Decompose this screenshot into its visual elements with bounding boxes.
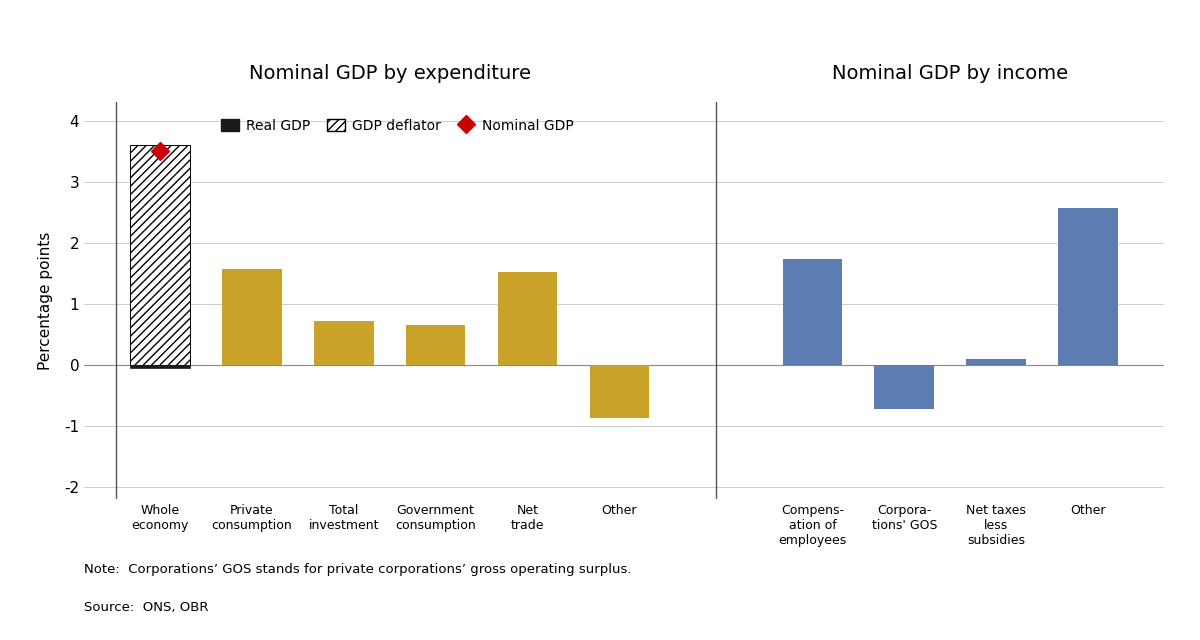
Bar [782,259,842,365]
Text: Note:  Corporations’ GOS stands for private corporations’ gross operating surplu: Note: Corporations’ GOS stands for priva… [84,563,631,576]
Bar [1058,208,1118,365]
Bar [313,321,373,365]
Y-axis label: Percentage points: Percentage points [38,232,53,370]
Bar [966,360,1026,365]
Legend: Real GDP, GDP deflator, Nominal GDP: Real GDP, GDP deflator, Nominal GDP [215,113,580,138]
Bar [222,269,282,365]
Bar [498,272,557,365]
Bar [130,145,190,365]
Bar [130,365,190,368]
Text: Nominal GDP by income: Nominal GDP by income [833,64,1068,83]
Bar [589,365,649,418]
Text: Source:  ONS, OBR: Source: ONS, OBR [84,602,209,614]
Text: Nominal GDP by expenditure: Nominal GDP by expenditure [248,64,530,83]
Bar [875,365,935,409]
Bar [406,325,466,365]
